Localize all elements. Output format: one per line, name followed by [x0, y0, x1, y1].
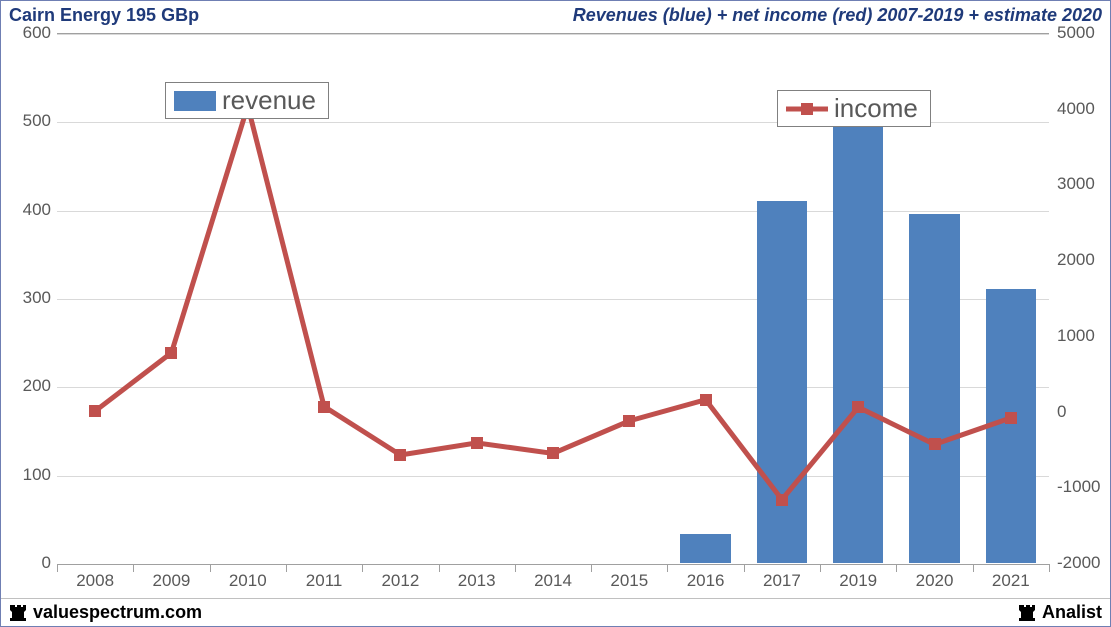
x-tick	[820, 564, 821, 572]
income-marker	[471, 437, 483, 449]
x-tick-label: 2011	[306, 571, 343, 591]
y-left-tick-label: 400	[7, 200, 51, 220]
x-tick	[515, 564, 516, 572]
x-tick	[133, 564, 134, 572]
income-marker	[700, 394, 712, 406]
y-right-tick-label: 3000	[1057, 174, 1095, 194]
x-tick-label: 2015	[610, 571, 648, 591]
x-tick	[286, 564, 287, 572]
footer-left-text: valuespectrum.com	[33, 602, 202, 623]
x-tick-label: 2017	[763, 571, 801, 591]
chart-header: Cairn Energy 195 GBp Revenues (blue) + n…	[1, 1, 1110, 29]
chart-footer: valuespectrum.com Analist	[1, 598, 1110, 626]
y-left-tick-label: 600	[7, 23, 51, 43]
legend-swatch-bar	[174, 91, 216, 111]
plot-area: revenue income	[57, 33, 1049, 563]
y-left-tick-label: 500	[7, 111, 51, 131]
x-tick	[973, 564, 974, 572]
y-right-tick-label: 2000	[1057, 250, 1095, 270]
legend-label: income	[834, 93, 918, 124]
footer-left: valuespectrum.com	[9, 602, 202, 623]
income-marker	[394, 449, 406, 461]
x-tick-label: 2014	[534, 571, 572, 591]
x-tick	[439, 564, 440, 572]
income-marker	[776, 494, 788, 506]
y-right-tick-label: 0	[1057, 402, 1066, 422]
income-marker	[1005, 412, 1017, 424]
income-legend: income	[777, 90, 931, 127]
x-tick	[362, 564, 363, 572]
rook-icon	[1018, 603, 1038, 623]
income-marker	[547, 447, 559, 459]
footer-right-text: Analist	[1042, 602, 1102, 623]
x-tick	[591, 564, 592, 572]
income-marker	[318, 401, 330, 413]
x-tick-label: 2012	[381, 571, 419, 591]
gridline	[57, 564, 1049, 565]
income-marker	[89, 405, 101, 417]
y-right-tick-label: 4000	[1057, 99, 1095, 119]
y-left-tick-label: 0	[7, 553, 51, 573]
y-right-tick-label: 1000	[1057, 326, 1095, 346]
y-right-tick-label: -2000	[1057, 553, 1100, 573]
income-marker	[929, 438, 941, 450]
revenue-legend: revenue	[165, 82, 329, 119]
x-tick	[57, 564, 58, 572]
x-tick-label: 2020	[916, 571, 954, 591]
y-left-tick-label: 300	[7, 288, 51, 308]
x-tick-label: 2019	[839, 571, 877, 591]
footer-right: Analist	[1018, 602, 1102, 623]
legend-label: revenue	[222, 85, 316, 116]
x-tick	[744, 564, 745, 572]
x-tick	[896, 564, 897, 572]
chart-container: Cairn Energy 195 GBp Revenues (blue) + n…	[0, 0, 1111, 627]
title-right: Revenues (blue) + net income (red) 2007-…	[573, 5, 1102, 26]
x-tick-label: 2021	[992, 571, 1030, 591]
x-tick	[210, 564, 211, 572]
y-right-tick-label: -1000	[1057, 477, 1100, 497]
x-tick-label: 2009	[153, 571, 191, 591]
legend-swatch-line	[786, 97, 828, 121]
y-left-tick-label: 100	[7, 465, 51, 485]
y-left-tick-label: 200	[7, 376, 51, 396]
x-tick-label: 2008	[76, 571, 114, 591]
rook-icon	[9, 603, 29, 623]
y-right-tick-label: 5000	[1057, 23, 1095, 43]
income-marker	[623, 415, 635, 427]
x-tick-label: 2013	[458, 571, 496, 591]
x-tick-label: 2016	[687, 571, 725, 591]
x-tick-label: 2010	[229, 571, 267, 591]
x-tick	[667, 564, 668, 572]
x-tick	[1049, 564, 1050, 572]
income-marker	[852, 401, 864, 413]
income-marker	[165, 347, 177, 359]
